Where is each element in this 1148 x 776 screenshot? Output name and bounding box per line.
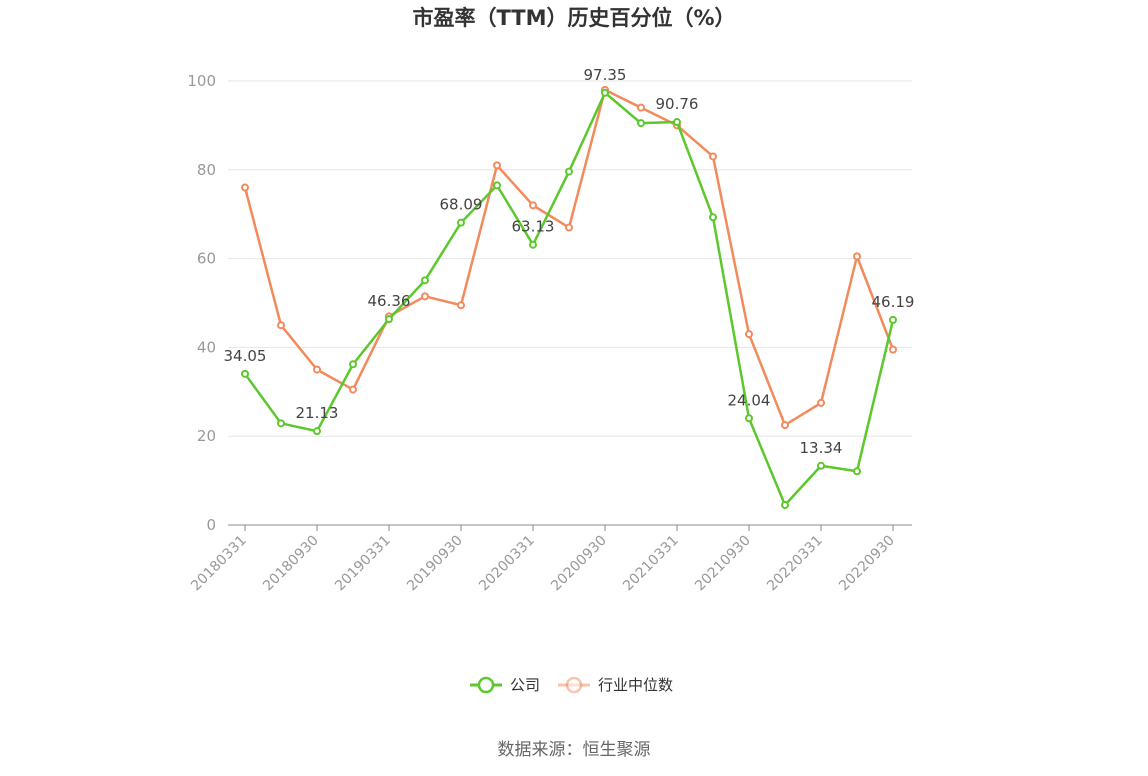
x-tick-label: 20190331 bbox=[332, 533, 394, 595]
data-labels: 34.05 21.13 46.36 68.09 63.13 97.35 90.76 24.04… bbox=[224, 66, 915, 457]
data-label: 68.09 bbox=[440, 196, 483, 214]
x-tick-label: 20220930 bbox=[836, 533, 898, 595]
data-point[interactable] bbox=[529, 240, 537, 249]
data-point[interactable] bbox=[745, 330, 753, 339]
data-point[interactable] bbox=[565, 223, 573, 232]
data-point[interactable] bbox=[349, 360, 357, 369]
y-tick-label: 0 bbox=[206, 516, 216, 534]
data-label: 24.04 bbox=[728, 391, 771, 409]
data-point[interactable] bbox=[637, 103, 645, 112]
data-point[interactable] bbox=[853, 252, 861, 261]
chart-title: 市盈率（TTM）历史百分位（%） bbox=[412, 6, 735, 30]
data-point[interactable] bbox=[421, 292, 429, 301]
data-point[interactable] bbox=[889, 345, 897, 354]
data-point[interactable] bbox=[313, 365, 321, 374]
x-tick-label: 20210331 bbox=[620, 533, 682, 595]
data-point[interactable] bbox=[673, 118, 681, 127]
data-label: 90.76 bbox=[656, 95, 699, 113]
data-point[interactable] bbox=[493, 161, 501, 170]
data-point[interactable] bbox=[781, 501, 789, 510]
data-label: 21.13 bbox=[296, 404, 339, 422]
legend-marker bbox=[477, 676, 495, 694]
x-tick-label: 20200930 bbox=[548, 533, 610, 595]
y-tick-label: 40 bbox=[197, 338, 216, 356]
data-point[interactable] bbox=[601, 88, 609, 97]
y-axis-ticks: 0 20 40 60 80 100 bbox=[187, 72, 216, 534]
data-point[interactable] bbox=[853, 467, 861, 476]
x-tick-label: 20180331 bbox=[188, 533, 250, 595]
data-label: 46.19 bbox=[872, 293, 915, 311]
legend-item-company[interactable]: 公司 bbox=[470, 676, 540, 694]
x-tick-label: 20180930 bbox=[260, 533, 322, 595]
data-point[interactable] bbox=[277, 419, 285, 428]
data-point[interactable] bbox=[709, 152, 717, 161]
data-point[interactable] bbox=[889, 315, 897, 324]
grid-lines bbox=[228, 80, 912, 437]
data-label: 97.35 bbox=[584, 66, 627, 84]
data-label: 63.13 bbox=[512, 218, 555, 236]
data-point[interactable] bbox=[817, 398, 825, 407]
data-point[interactable] bbox=[745, 414, 753, 423]
data-point[interactable] bbox=[709, 213, 717, 222]
x-tick-label: 20220331 bbox=[764, 533, 826, 595]
data-point[interactable] bbox=[241, 369, 249, 378]
series-line-industry-median bbox=[243, 88, 895, 427]
x-tick-label: 20200331 bbox=[476, 533, 538, 595]
data-label: 13.34 bbox=[800, 439, 843, 457]
series-layer bbox=[241, 85, 897, 510]
y-tick-label: 20 bbox=[197, 427, 216, 445]
data-point[interactable] bbox=[781, 421, 789, 430]
legend-marker bbox=[565, 676, 583, 694]
data-point[interactable] bbox=[277, 321, 285, 330]
data-point[interactable] bbox=[529, 201, 537, 210]
data-point[interactable] bbox=[421, 276, 429, 285]
legend-label: 公司 bbox=[510, 676, 540, 694]
x-tick-label: 20210930 bbox=[692, 533, 754, 595]
y-tick-label: 100 bbox=[187, 72, 216, 90]
data-point[interactable] bbox=[493, 181, 501, 190]
data-point[interactable] bbox=[637, 119, 645, 128]
data-point[interactable] bbox=[565, 167, 573, 176]
data-point[interactable] bbox=[457, 301, 465, 310]
data-label: 34.05 bbox=[224, 347, 267, 365]
y-tick-label: 80 bbox=[197, 161, 216, 179]
x-tick-label: 20190930 bbox=[404, 533, 466, 595]
data-point[interactable] bbox=[349, 385, 357, 394]
series-line-company bbox=[243, 91, 895, 507]
legend[interactable]: 公司 行业中位数 bbox=[470, 676, 673, 694]
data-label: 46.36 bbox=[368, 292, 411, 310]
source-note: 数据来源：恒生聚源 bbox=[498, 740, 651, 760]
y-tick-label: 60 bbox=[197, 250, 216, 268]
x-axis: 20180331 20180930 20190331 20190930 20200331… bbox=[188, 524, 912, 595]
data-point[interactable] bbox=[385, 315, 393, 324]
legend-label: 行业中位数 bbox=[598, 676, 673, 694]
data-point[interactable] bbox=[313, 427, 321, 436]
data-point[interactable] bbox=[817, 461, 825, 470]
data-point[interactable] bbox=[457, 218, 465, 227]
legend-item-industry-median[interactable]: 行业中位数 bbox=[558, 676, 673, 694]
data-point[interactable] bbox=[241, 183, 249, 192]
